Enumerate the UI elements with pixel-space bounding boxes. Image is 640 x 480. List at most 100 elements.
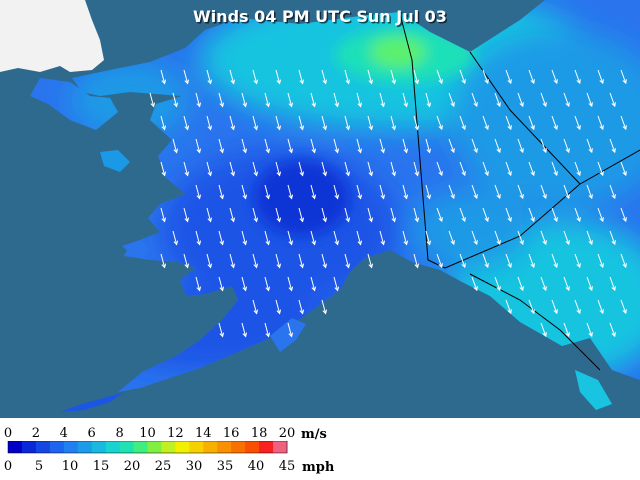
ms-tick-label: 4 <box>59 426 68 441</box>
wind-arrow <box>448 184 455 199</box>
wind-arrow <box>609 322 616 337</box>
wind-arrow-head <box>196 286 202 292</box>
wind-arrow-head <box>530 309 535 315</box>
wind-arrow-head <box>276 79 282 85</box>
wind-arrow <box>574 69 581 84</box>
wind-arrow <box>609 184 616 199</box>
wind-arrow-head <box>438 125 443 131</box>
wind-arrow-head <box>542 194 547 200</box>
wind-arrow-head <box>345 217 351 223</box>
wind-arrow <box>287 276 293 291</box>
wind-arrow-head <box>207 79 213 85</box>
legend-swatch <box>217 441 232 453</box>
wind-arrow <box>471 138 478 153</box>
wind-arrow <box>252 253 258 268</box>
wind-arrow <box>183 115 189 130</box>
wind-arrow <box>436 69 443 84</box>
wind-arrow-head <box>507 171 512 177</box>
wind-arrow-head <box>519 286 524 292</box>
wind-arrow <box>436 115 443 130</box>
wind-arrow <box>471 92 478 107</box>
wind-arrow <box>252 207 258 222</box>
wind-arrow <box>459 207 466 222</box>
mph-tick-label: 20 <box>123 459 141 474</box>
wind-arrow <box>310 184 316 199</box>
wind-arrow-head <box>496 148 501 154</box>
ms-tick-label: 0 <box>3 426 13 441</box>
wind-arrow-head <box>414 171 420 177</box>
wind-arrow-head <box>622 125 627 131</box>
wind-arrow <box>413 115 419 130</box>
wind-arrow <box>206 69 212 84</box>
wind-arrow <box>551 299 558 314</box>
wind-arrow <box>160 207 166 222</box>
wind-arrow <box>287 184 293 199</box>
wind-arrow-head <box>530 125 535 131</box>
wind-arrow-head <box>184 263 190 269</box>
wind-arrow <box>563 230 570 245</box>
wind-arrow-head <box>622 79 627 85</box>
wind-arrow-head <box>507 79 512 85</box>
wind-arrow <box>402 138 408 153</box>
wind-arrow <box>551 69 558 84</box>
wind-arrow <box>344 115 350 130</box>
wind-arrow-head <box>519 148 524 154</box>
wind-arrow <box>310 230 316 245</box>
wind-arrow-head <box>161 263 167 269</box>
wind-arrow-head <box>311 194 317 200</box>
wind-arrow <box>229 207 235 222</box>
wind-arrow-head <box>519 102 524 108</box>
wind-arrow-head <box>450 240 455 246</box>
legend-swatch <box>8 441 23 453</box>
wind-arrow <box>494 184 501 199</box>
wind-arrow <box>275 299 281 314</box>
wind-arrow-head <box>484 263 489 269</box>
wind-arrow-head <box>207 263 213 269</box>
wind-arrow <box>563 322 570 337</box>
wind-arrow <box>517 92 524 107</box>
wind-arrow-head <box>380 194 386 200</box>
wind-arrow-head <box>161 125 167 131</box>
wind-arrow <box>172 92 178 107</box>
wind-arrow <box>551 161 558 176</box>
wind-arrow-head <box>311 102 317 108</box>
wind-arrow <box>229 253 235 268</box>
wind-arrow <box>609 276 616 291</box>
mph-tick-label: 35 <box>216 459 234 474</box>
wind-arrow-head <box>403 148 409 154</box>
wind-arrow-head <box>461 217 466 223</box>
wind-arrow-head <box>507 217 512 223</box>
wind-arrow-head <box>553 171 558 177</box>
wind-arrow <box>298 207 304 222</box>
legend-swatch <box>161 441 176 453</box>
ms-tick-label: 8 <box>115 426 124 441</box>
legend-swatch <box>231 441 246 453</box>
wind-arrow-head <box>622 263 627 269</box>
wind-arrow-head <box>426 194 432 200</box>
wind-arrow <box>551 115 558 130</box>
wind-arrow-head <box>322 79 328 85</box>
wind-arrow-head <box>357 194 363 200</box>
wind-arrow <box>229 115 235 130</box>
wind-arrow-head <box>542 332 547 338</box>
wind-arrow <box>528 253 535 268</box>
wind-arrow <box>597 69 604 84</box>
wind-arrow <box>379 230 385 245</box>
wind-arrow <box>206 115 212 130</box>
wind-arrow <box>528 207 535 222</box>
wind-arrow <box>540 138 547 153</box>
wind-arrow-head <box>542 240 547 246</box>
st-lawrence-island <box>100 150 130 172</box>
wind-arrow <box>264 276 270 291</box>
wind-arrow <box>586 184 593 199</box>
wind-arrow <box>367 69 373 84</box>
nunivak-island <box>122 240 150 258</box>
wind-arrow <box>505 299 512 314</box>
wind-arrow-head <box>519 194 524 200</box>
wind-arrow <box>390 69 396 84</box>
wind-arrow <box>344 253 350 268</box>
wind-arrow-head <box>230 217 236 223</box>
wind-arrow-head <box>196 194 202 200</box>
wind-arrow <box>586 276 593 291</box>
kodiak-island <box>270 318 306 352</box>
